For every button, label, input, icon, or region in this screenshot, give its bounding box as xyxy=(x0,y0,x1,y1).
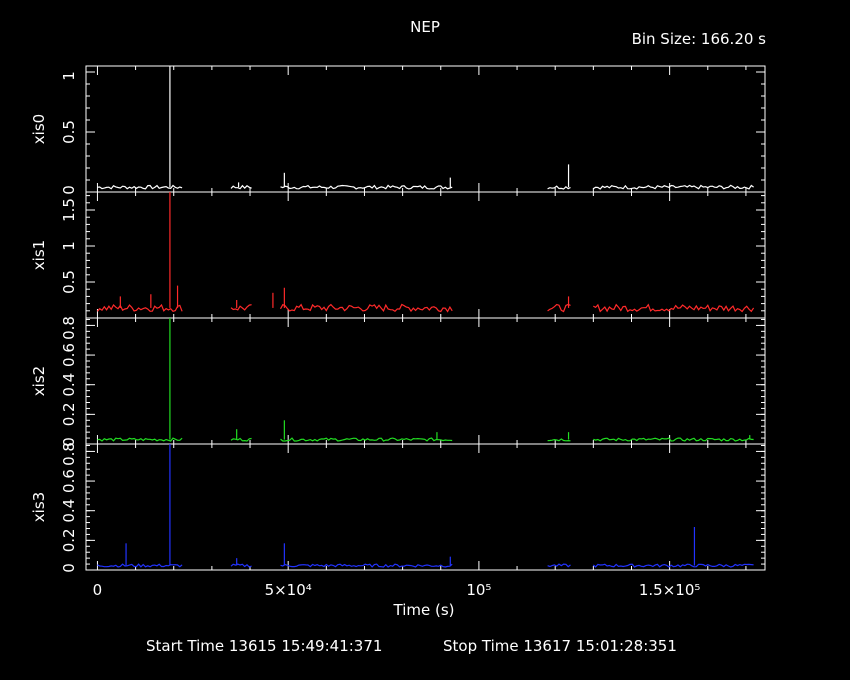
series-line xyxy=(593,437,754,442)
y-tick-label: 0 xyxy=(60,185,78,195)
x-tick-label: 10⁵ xyxy=(466,581,491,599)
panel-frame xyxy=(85,191,766,319)
panel-frame xyxy=(85,317,766,445)
series-line xyxy=(592,563,754,568)
y-tick-label: 0.4 xyxy=(60,499,78,523)
panel-ylabel: xis1 xyxy=(30,240,48,270)
y-tick-label: 0.2 xyxy=(60,402,78,426)
x-tick-label: 0 xyxy=(93,581,103,599)
y-tick-label: 0.8 xyxy=(60,442,78,466)
series-line xyxy=(547,185,571,190)
series-line xyxy=(593,184,754,190)
plot-area: 00.51xis00.511.5xis100.20.40.60.8xis200.… xyxy=(30,65,766,599)
series-line xyxy=(230,184,252,190)
series-line xyxy=(593,303,755,313)
panel-ylabel: xis3 xyxy=(30,492,48,522)
series-line xyxy=(547,303,571,313)
panel-frame xyxy=(85,65,766,193)
y-tick-label: 0.6 xyxy=(60,469,78,493)
series-line xyxy=(97,563,183,568)
chart-title: NEP xyxy=(410,18,440,36)
series-line xyxy=(230,304,252,311)
panel-ylabel: xis2 xyxy=(30,366,48,396)
y-tick-label: 1 xyxy=(60,71,78,81)
y-tick-label: 1.5 xyxy=(60,198,78,222)
series-line xyxy=(279,303,453,313)
y-tick-label: 0.5 xyxy=(60,120,78,144)
series-line xyxy=(547,563,571,568)
y-tick-label: 0 xyxy=(60,563,78,573)
panel-ylabel: xis0 xyxy=(30,114,48,144)
start-time-label: Start Time 13615 15:49:41:371 xyxy=(146,637,382,655)
y-tick-label: 0.2 xyxy=(60,528,78,552)
x-tick-label: 5×10⁴ xyxy=(265,581,312,599)
series-line xyxy=(96,303,183,312)
bin-size-label: Bin Size: 166.20 s xyxy=(632,30,767,48)
y-tick-label: 1 xyxy=(60,241,78,251)
y-tick-label: 0.8 xyxy=(60,316,78,340)
series-line xyxy=(547,438,571,442)
y-tick-label: 0.5 xyxy=(60,270,78,294)
series-line xyxy=(97,184,183,190)
panel-frame xyxy=(85,443,766,571)
series-line xyxy=(280,184,453,190)
series-line xyxy=(97,437,183,442)
y-tick-label: 0.4 xyxy=(60,373,78,397)
series-line xyxy=(230,563,252,568)
stop-time-label: Stop Time 13617 15:01:28:351 xyxy=(443,637,677,655)
y-tick-label: 0 xyxy=(60,437,78,447)
series-line xyxy=(230,437,252,442)
x-axis-label: Time (s) xyxy=(393,601,455,619)
x-tick-label: 1.5×10⁵ xyxy=(639,581,701,599)
series-line xyxy=(280,437,453,442)
y-tick-label: 0.6 xyxy=(60,343,78,367)
series-line xyxy=(280,563,453,568)
